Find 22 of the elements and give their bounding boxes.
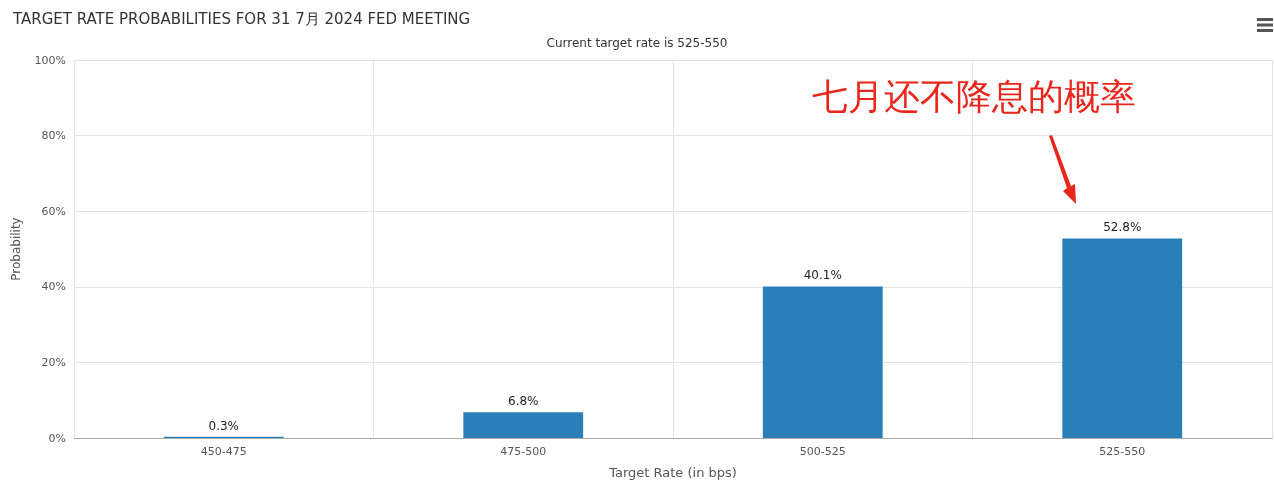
- data-label: 52.8%: [1103, 220, 1142, 235]
- x-tick-label: 525-550: [1099, 445, 1146, 458]
- bar: [1062, 238, 1183, 438]
- bar: [463, 412, 584, 438]
- y-tick-label: 20%: [41, 355, 66, 369]
- x-tick-label: 500-525: [799, 445, 846, 458]
- chart-subtitle: Current target rate is 525-550: [546, 36, 728, 50]
- x-axis-title: Target Rate (in bps): [608, 465, 737, 480]
- y-tick-label: 60%: [41, 204, 66, 218]
- chart-title: TARGET RATE PROBABILITIES FOR 31 7月 2024 FED MEETING: [12, 9, 471, 28]
- y-tick-label: 40%: [41, 280, 66, 294]
- y-tick-label: 0%: [48, 431, 66, 445]
- annotation: 七月还不降息的概率: [812, 75, 1136, 117]
- y-axis-title: Probability: [9, 217, 23, 281]
- x-tick-label: 450-475: [200, 445, 247, 458]
- data-label: 40.1%: [803, 268, 842, 283]
- data-label: 0.3%: [208, 418, 239, 433]
- bar: [762, 286, 883, 438]
- y-tick-label: 80%: [41, 129, 66, 143]
- x-tick-label: 475-500: [500, 445, 547, 458]
- data-label: 6.8%: [508, 394, 539, 409]
- y-tick-label: 100%: [34, 53, 66, 67]
